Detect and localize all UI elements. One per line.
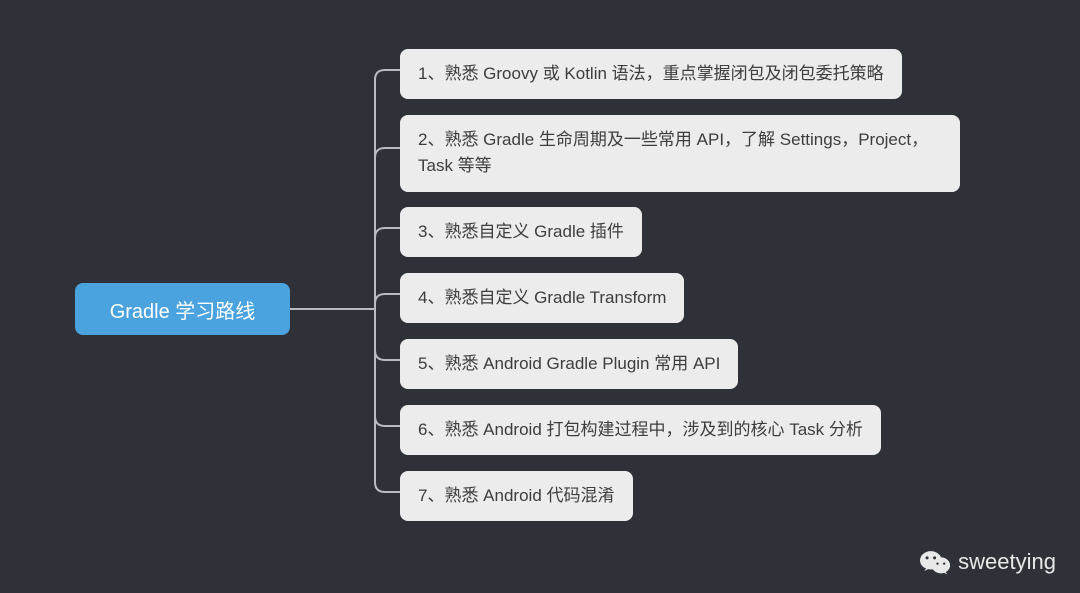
root-label: Gradle 学习路线	[110, 295, 256, 324]
child-node-2: 2、熟悉 Gradle 生命周期及一些常用 API，了解 Settings，Pr…	[400, 115, 960, 192]
root-node: Gradle 学习路线	[75, 283, 290, 335]
child-node-7: 7、熟悉 Android 代码混淆	[400, 471, 633, 521]
child-node-3: 3、熟悉自定义 Gradle 插件	[400, 207, 642, 257]
child-label: 7、熟悉 Android 代码混淆	[418, 486, 615, 505]
child-node-5: 5、熟悉 Android Gradle Plugin 常用 API	[400, 339, 738, 389]
wechat-icon	[920, 549, 950, 575]
watermark: sweetying	[920, 549, 1056, 575]
child-label: 2、熟悉 Gradle 生命周期及一些常用 API，了解 Settings，Pr…	[418, 130, 928, 175]
watermark-text: sweetying	[958, 549, 1056, 575]
child-label: 3、熟悉自定义 Gradle 插件	[418, 222, 624, 241]
child-label: 1、熟悉 Groovy 或 Kotlin 语法，重点掌握闭包及闭包委托策略	[418, 64, 884, 83]
child-node-4: 4、熟悉自定义 Gradle Transform	[400, 273, 684, 323]
child-node-1: 1、熟悉 Groovy 或 Kotlin 语法，重点掌握闭包及闭包委托策略	[400, 49, 902, 99]
child-node-6: 6、熟悉 Android 打包构建过程中，涉及到的核心 Task 分析	[400, 405, 881, 455]
child-label: 4、熟悉自定义 Gradle Transform	[418, 288, 666, 307]
child-label: 5、熟悉 Android Gradle Plugin 常用 API	[418, 354, 720, 373]
child-label: 6、熟悉 Android 打包构建过程中，涉及到的核心 Task 分析	[418, 420, 863, 439]
